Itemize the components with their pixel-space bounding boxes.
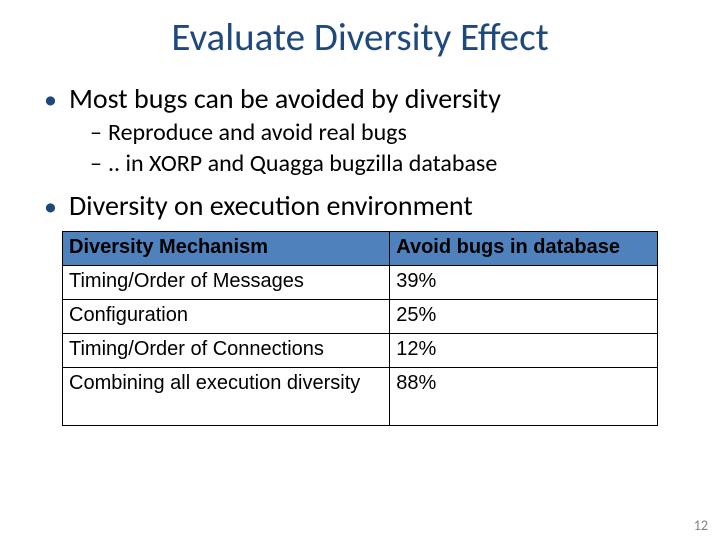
bullet-text: Most bugs can be avoided by diversity: [69, 81, 501, 116]
table-row: Configuration 25%: [63, 300, 658, 334]
table-cell: Combining all execution diversity: [63, 368, 390, 426]
table-header-cell: Avoid bugs in database: [390, 232, 658, 266]
table-row: Combining all execution diversity 88%: [63, 368, 658, 426]
bullet-level2: – Reproduce and avoid real bugs: [90, 118, 688, 147]
table-cell: Timing/Order of Messages: [63, 266, 390, 300]
bullet-text: .. in XORP and Quagga bugzilla database: [108, 149, 497, 178]
table-header-row: Diversity Mechanism Avoid bugs in databa…: [63, 232, 658, 266]
bullet-dash-icon: –: [90, 149, 102, 178]
table-header-cell: Diversity Mechanism: [63, 232, 390, 266]
diversity-table: Diversity Mechanism Avoid bugs in databa…: [62, 231, 658, 426]
table-cell: Timing/Order of Connections: [63, 334, 390, 368]
bullet-text: Reproduce and avoid real bugs: [108, 118, 407, 147]
table-container: Diversity Mechanism Avoid bugs in databa…: [62, 231, 658, 426]
table-row: Timing/Order of Connections 12%: [63, 334, 658, 368]
table-cell: 25%: [390, 300, 658, 334]
page-number: 12: [694, 517, 708, 534]
table-row: Timing/Order of Messages 39%: [63, 266, 658, 300]
bullet-level2: – .. in XORP and Quagga bugzilla databas…: [90, 149, 688, 178]
table-cell: 88%: [390, 368, 658, 426]
table-cell: 12%: [390, 334, 658, 368]
slide-title: Evaluate Diversity Effect: [32, 14, 688, 61]
slide: Evaluate Diversity Effect • Most bugs ca…: [0, 0, 720, 540]
bullet-level1: • Diversity on execution environment: [44, 188, 688, 223]
bullet-dash-icon: –: [90, 118, 102, 147]
table-cell: 39%: [390, 266, 658, 300]
bullet-text: Diversity on execution environment: [69, 188, 473, 223]
bullet-dot-icon: •: [44, 86, 57, 112]
table-cell: Configuration: [63, 300, 390, 334]
bullet-dot-icon: •: [44, 193, 57, 219]
bullet-level1: • Most bugs can be avoided by diversity: [44, 81, 688, 116]
